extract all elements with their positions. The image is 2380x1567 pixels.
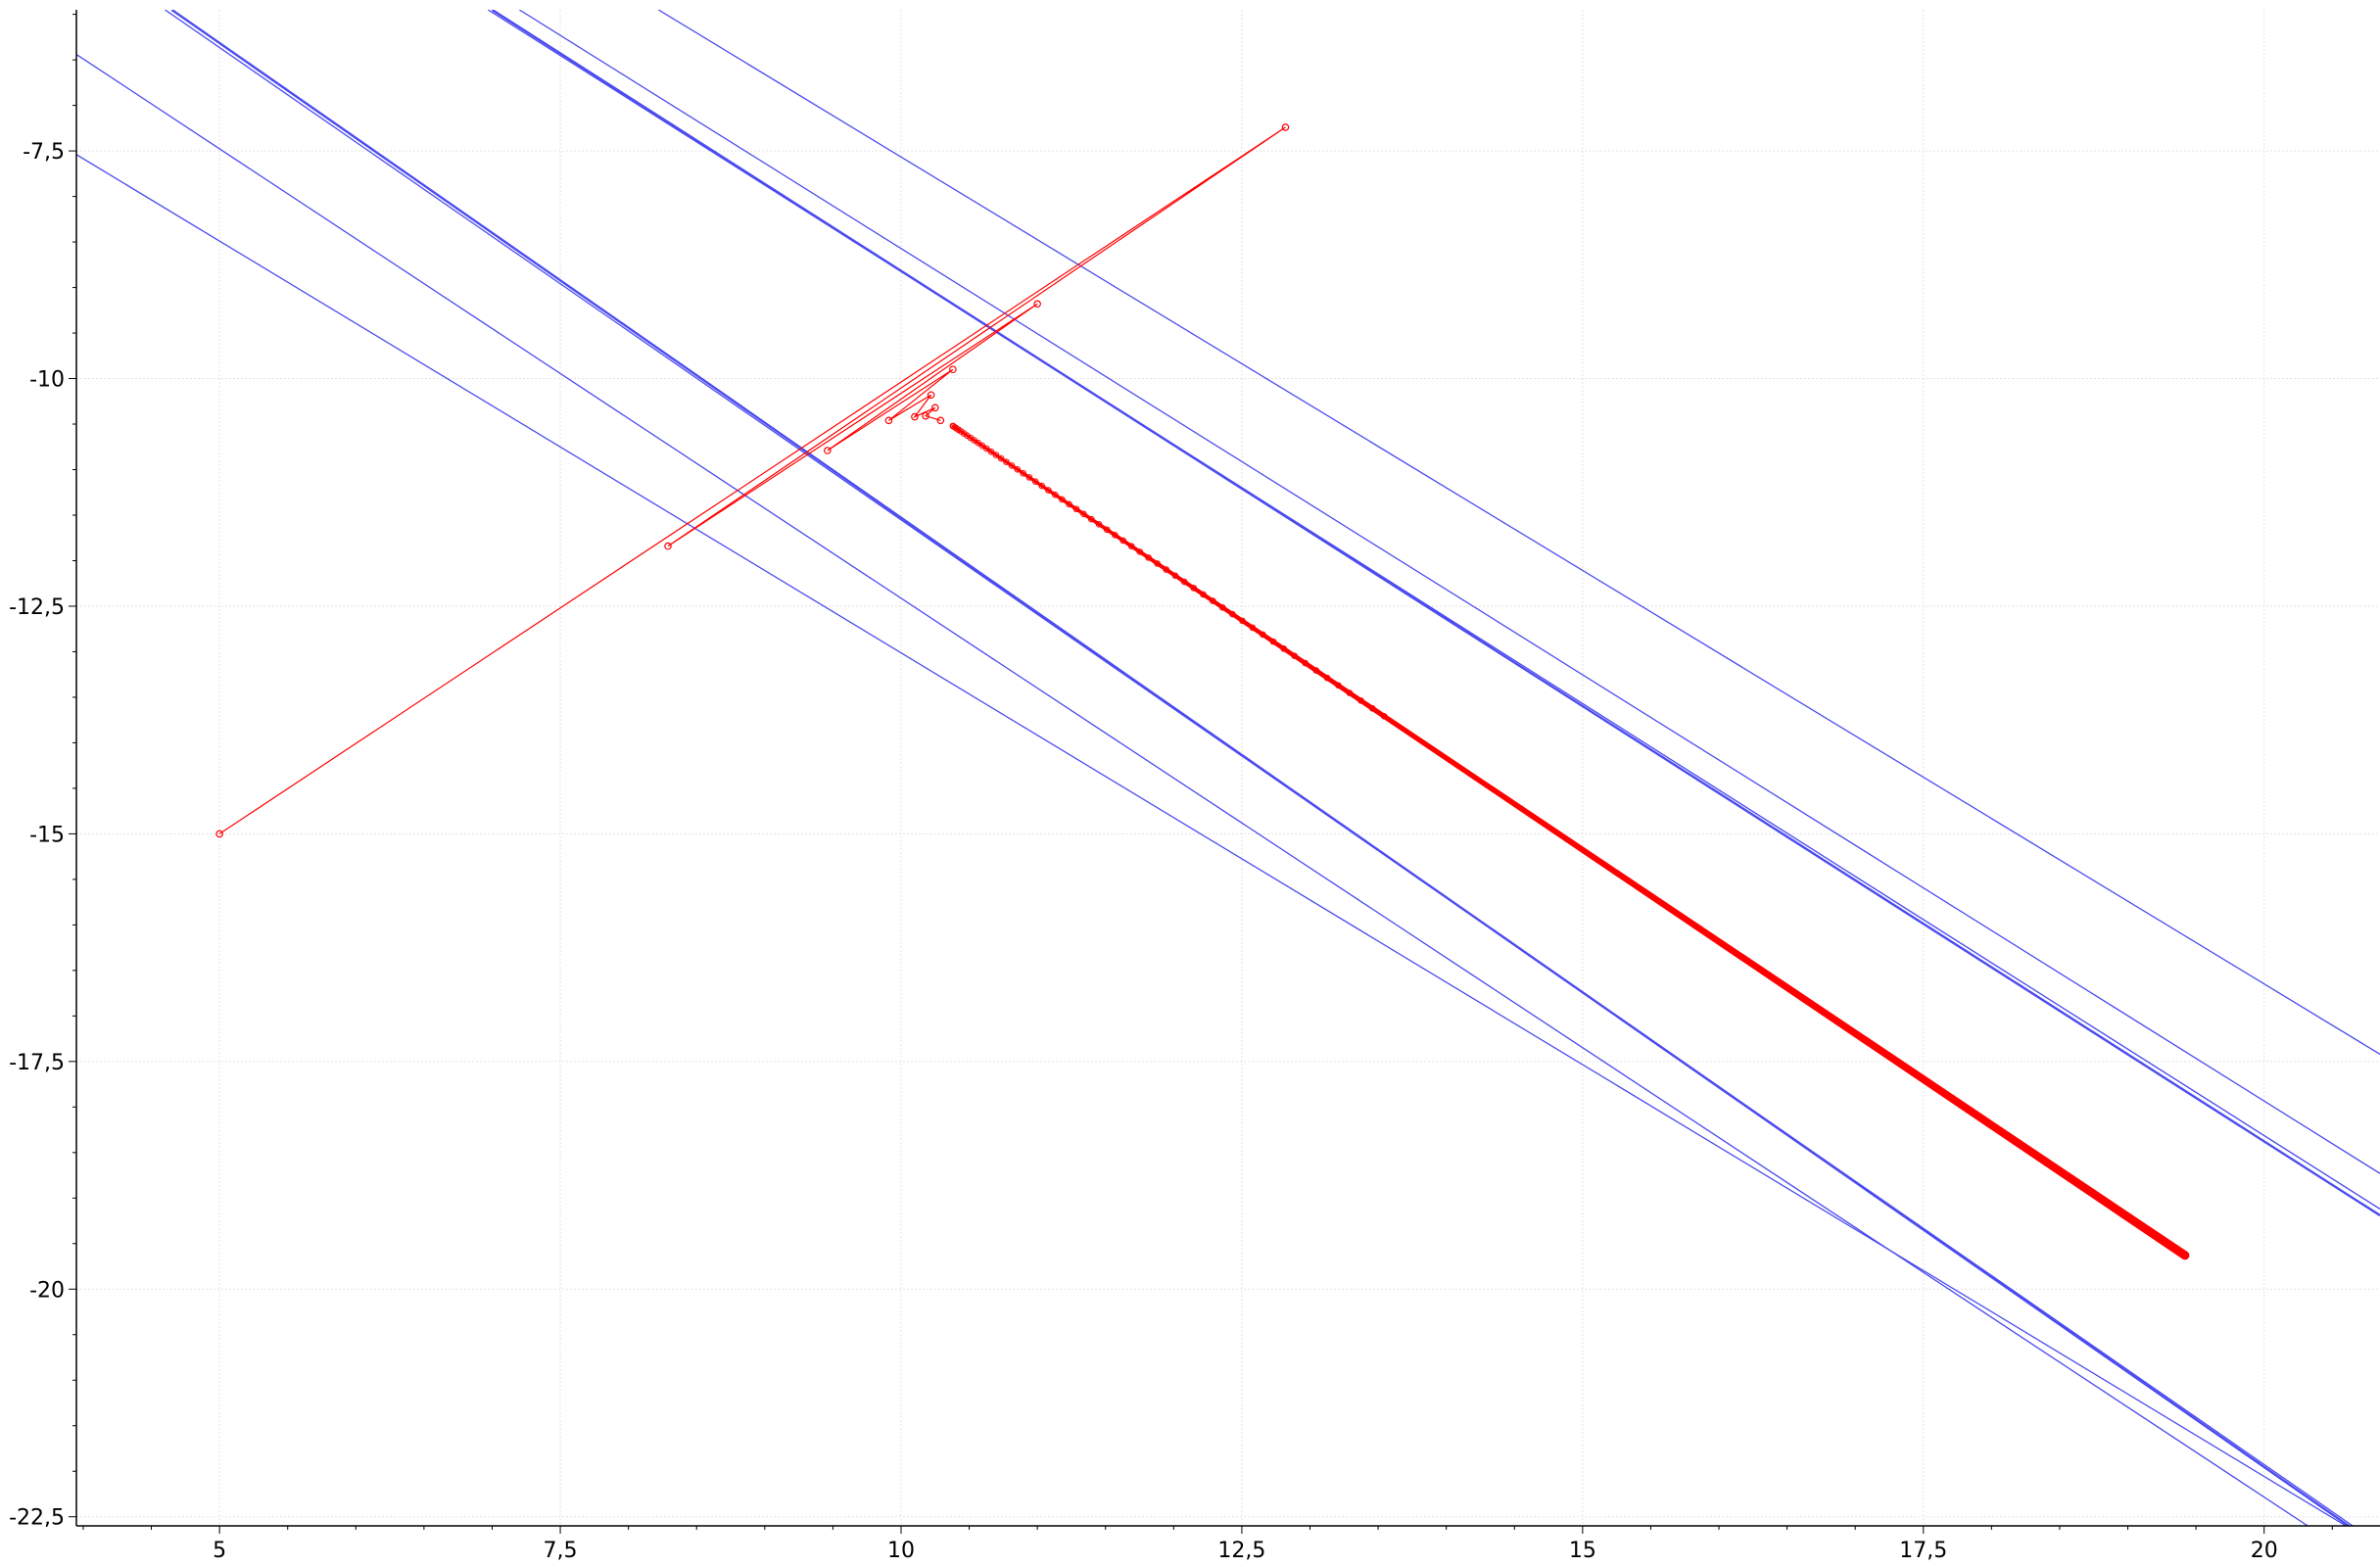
grid-lines	[76, 10, 2380, 1526]
series-line	[76, 154, 2347, 1526]
trajectory-point	[1280, 645, 1288, 652]
trajectory-point	[1302, 659, 1309, 667]
iterate-path	[218, 126, 1286, 834]
trajectory-point	[1103, 526, 1111, 534]
trajectory-point	[1154, 560, 1161, 567]
trajectory-point	[978, 442, 986, 450]
iterate-point	[1281, 123, 1290, 131]
iterate-point	[1033, 300, 1041, 309]
iterate-point	[824, 447, 832, 454]
trajectory-point	[1003, 458, 1010, 465]
iterate-point	[949, 365, 957, 374]
trajectory-point	[1181, 578, 1188, 586]
trajectory-point	[1014, 465, 1022, 473]
trajectory-point	[1171, 572, 1179, 580]
iterate-point	[922, 411, 929, 420]
y-tick-label: -7,5	[23, 140, 65, 165]
trajectory-point	[1145, 554, 1152, 561]
iterate-point	[215, 830, 223, 838]
trajectory-point	[1119, 537, 1126, 545]
trajectory-point	[1038, 482, 1046, 490]
trajectory-point	[1051, 491, 1059, 499]
trajectory-point	[1112, 531, 1119, 539]
trajectory-end-point	[2180, 1251, 2190, 1260]
trajectory-point	[983, 445, 990, 452]
trajectory-point	[1239, 617, 1246, 625]
trajectory-point	[1087, 515, 1095, 523]
trajectory-point	[1323, 674, 1331, 682]
trajectory-point	[1346, 689, 1354, 696]
y-tick-label: -20	[29, 1278, 65, 1303]
y-tick-label: -17,5	[9, 1051, 65, 1075]
trajectory-point	[1059, 496, 1066, 503]
trajectory-point	[1190, 585, 1198, 592]
trajectory-point	[992, 451, 1000, 458]
x-tick-label: 10	[887, 1539, 915, 1563]
iterate-point	[936, 416, 945, 425]
trajectory-point	[1210, 597, 1216, 604]
trajectory-point	[1269, 638, 1277, 645]
iterate-point	[927, 391, 935, 400]
trajectory-point	[1072, 505, 1080, 513]
trajectory-point	[1291, 652, 1298, 659]
iterate-point	[664, 542, 672, 550]
trajectory-point	[1380, 713, 1388, 720]
data-series	[76, 10, 2380, 1526]
x-tick-label: 5	[213, 1539, 226, 1563]
series-line	[76, 54, 2309, 1526]
trajectory-point	[997, 454, 1005, 462]
trajectory-path	[952, 424, 2188, 1259]
x-tick-label: 15	[1569, 1539, 1596, 1563]
y-tick-label: -15	[29, 823, 65, 847]
trajectory-point	[987, 448, 995, 455]
axes: 5 7,5 10 12,5 15 17,5 20 -7,5 -10 -12,5 -15 -17,5 -2…	[9, 10, 2380, 1563]
y-tick-label: -10	[29, 368, 65, 393]
trajectory-point	[1260, 631, 1266, 639]
series-line	[518, 10, 2380, 1174]
trajectory-point	[1066, 500, 1072, 508]
x-tick-label: 12,5	[1217, 1539, 1265, 1563]
trajectory-point	[1229, 610, 1236, 618]
trajectory-point	[1095, 521, 1103, 528]
trajectory-point	[1008, 462, 1016, 469]
trajectory-point	[1025, 474, 1033, 481]
x-tick-label: 17,5	[1899, 1539, 1947, 1563]
x-tick-label: 7,5	[544, 1539, 578, 1563]
trajectory-point	[1312, 667, 1320, 674]
trajectory-point	[1045, 487, 1052, 494]
trajectory-point	[1218, 603, 1226, 611]
x-tick-label: 20	[2251, 1539, 2278, 1563]
iterate-point	[911, 412, 919, 421]
trajectory-point	[1127, 543, 1135, 549]
y-tick-label: -12,5	[9, 595, 65, 620]
series-line	[491, 10, 2380, 1216]
trajectory-point	[1335, 682, 1342, 689]
iterate-point	[884, 416, 893, 425]
y-tick-label: -22,5	[9, 1506, 65, 1531]
trajectory-point	[1357, 697, 1364, 704]
trajectory-point	[1136, 548, 1144, 555]
series-line	[170, 10, 2350, 1526]
trajectory-point	[1080, 510, 1087, 518]
trajectory-point	[1020, 469, 1027, 477]
trajectory-point	[1249, 624, 1257, 632]
series-line	[657, 10, 2380, 1055]
trajectory-point	[1031, 478, 1039, 485]
trajectory-point	[1369, 705, 1376, 712]
trajectory-point	[1200, 591, 1207, 598]
trajectory-point	[1163, 566, 1169, 573]
iterate-point	[930, 404, 939, 412]
